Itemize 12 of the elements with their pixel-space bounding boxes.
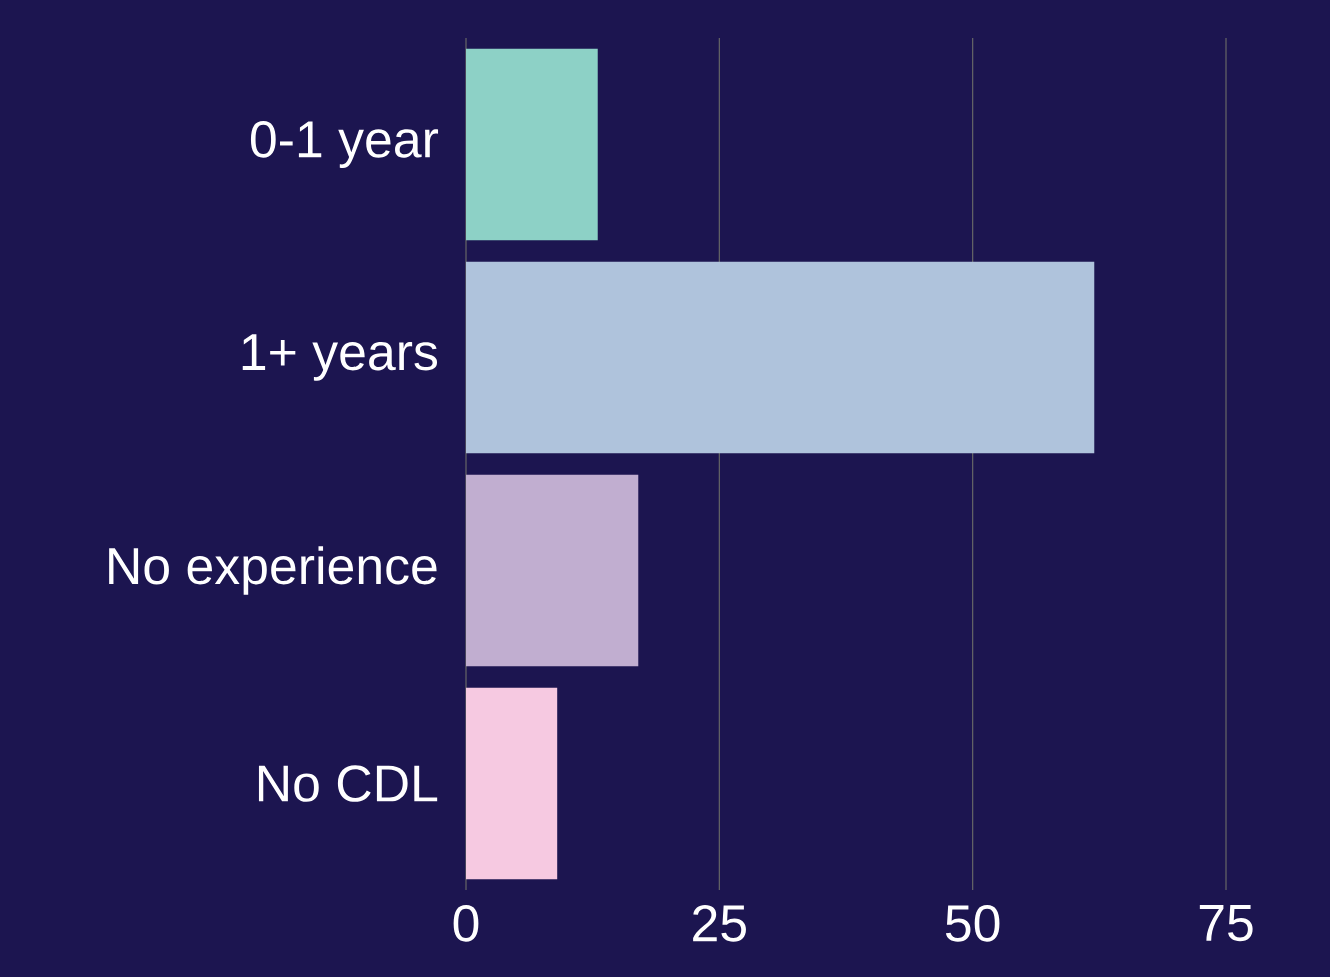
- bar: [466, 474, 639, 667]
- y-tick-label: 0-1 year: [250, 121, 439, 168]
- x-tick-label: 75: [1199, 905, 1253, 942]
- x-tick-label: 0: [453, 905, 479, 942]
- y-tick-label: No experience: [109, 546, 437, 595]
- bar: [466, 687, 558, 880]
- x-tick-label: 25: [693, 905, 746, 942]
- y-tick-label: 1+ years: [242, 334, 438, 381]
- bar: [466, 261, 1095, 454]
- bar: [466, 48, 598, 241]
- y-tick-label: No CDL: [258, 765, 438, 802]
- x-tick-label: 50: [945, 905, 1000, 942]
